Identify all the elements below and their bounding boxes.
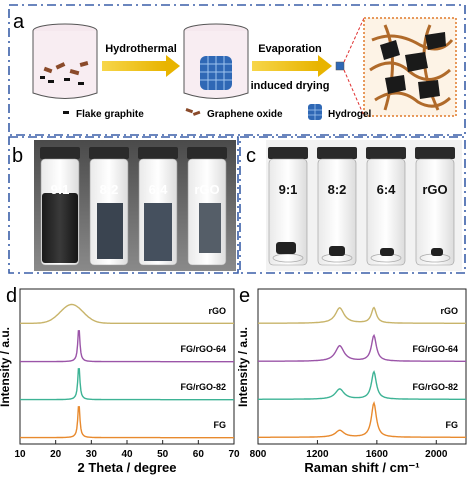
monolith-icon [335, 61, 345, 71]
chart-d-ylabel: Intensity / a.u. [0, 327, 12, 407]
x-tick-label: 60 [193, 449, 205, 460]
vial-label-b-1: 9:1 [51, 182, 70, 197]
step-drying-label: induced drying [251, 80, 330, 92]
chart-e-frame [257, 288, 467, 445]
vial-label-b-2: 8:2 [100, 182, 119, 197]
panel-c-frame [239, 136, 466, 274]
series-line-rgo [258, 306, 466, 324]
series-line-rgo [20, 303, 234, 324]
panel-c-letter: c [246, 145, 256, 167]
vial-c-3: 6:4 [366, 147, 406, 266]
panel-a-frame [8, 4, 466, 136]
arrow-drying [252, 61, 318, 71]
x-tick-label: 30 [86, 449, 98, 460]
vial-label-b-3: 6:4 [149, 182, 169, 197]
x-tick-label: 40 [121, 449, 133, 460]
series-line-fg [20, 406, 234, 439]
series-line-fg-rgo-64 [20, 330, 234, 363]
series-line-fg-rgo-82 [20, 368, 234, 401]
vial-b-2: 8:2 [89, 147, 129, 266]
legend-graphene-oxide: Graphene oxide [207, 109, 283, 120]
chart-d-xlabel: 2 Theta / degree [78, 460, 177, 475]
step-hydrothermal-label: Hydrothermal [105, 43, 177, 55]
panel-e: e Intensity / a.u. Raman shift / cm⁻¹ 80… [236, 285, 467, 475]
flake-graphite-icon [63, 111, 69, 114]
panel-b: b 9:1 8:2 6:4 rGO [8, 136, 239, 274]
legend-flake-graphite: Flake graphite [76, 109, 144, 120]
vial-b-4: rGO [187, 147, 227, 266]
panel-b-letter: b [12, 145, 23, 167]
series-label: rGO [208, 306, 226, 316]
chart-e-ylabel: Intensity / a.u. [236, 327, 250, 407]
vial-label-b-4: rGO [194, 182, 219, 197]
vial-b-3: 6:4 [138, 147, 178, 266]
panel-a: a Hydrothermal [8, 4, 466, 136]
vial-b-1: 9:1 [40, 147, 80, 266]
series-line-fg-rgo-82 [258, 370, 466, 400]
series-label: FG/rGO-82 [180, 382, 226, 392]
panel-d-letter: d [6, 285, 17, 307]
chart-e-xlabel: Raman shift / cm⁻¹ [304, 460, 419, 475]
series-label: FG/rGO-82 [412, 382, 458, 392]
x-tick-label: 2000 [425, 449, 448, 460]
hydrogel-icon [308, 104, 322, 120]
vial-label-c-1: 9:1 [279, 182, 298, 197]
zoom-structure [363, 17, 457, 117]
series-label: FG [446, 420, 459, 430]
panel-b-frame [8, 136, 239, 274]
panel-c: c 9:1 8:2 6:4 rGO [239, 136, 466, 274]
vial-label-c-3: 6:4 [377, 182, 397, 197]
series-label: FG [214, 420, 227, 430]
beaker-icon [32, 23, 98, 99]
x-tick-label: 10 [14, 449, 26, 460]
step-evaporation-label: Evaporation [258, 43, 322, 55]
x-tick-label: 70 [228, 449, 240, 460]
series-label: FG/rGO-64 [412, 344, 458, 354]
chart-d-frame [19, 288, 235, 445]
beaker-hydrogel-icon [183, 23, 249, 99]
panel-e-letter: e [239, 285, 250, 307]
x-tick-label: 800 [250, 449, 267, 460]
series-label: FG/rGO-64 [180, 344, 226, 354]
vial-c-4: rGO [415, 147, 455, 266]
x-tick-label: 50 [157, 449, 169, 460]
arrow-hydrothermal [102, 61, 166, 71]
x-tick-label: 20 [50, 449, 62, 460]
x-tick-label: 1200 [306, 449, 329, 460]
vial-label-c-2: 8:2 [328, 182, 347, 197]
x-tick-label: 1600 [366, 449, 389, 460]
series-line-fg [258, 400, 466, 438]
vial-label-c-4: rGO [422, 182, 447, 197]
vial-c-1: 9:1 [268, 147, 308, 266]
vial-c-2: 8:2 [317, 147, 357, 266]
legend-hydrogel: Hydrogel [328, 109, 372, 120]
graphene-oxide-icon [185, 108, 201, 116]
series-line-fg-rgo-64 [258, 333, 466, 362]
series-label: rGO [440, 306, 458, 316]
panel-d: d Intensity / a.u. 2 Theta / degree 10 20… [0, 285, 240, 475]
panel-a-letter: a [13, 11, 25, 33]
